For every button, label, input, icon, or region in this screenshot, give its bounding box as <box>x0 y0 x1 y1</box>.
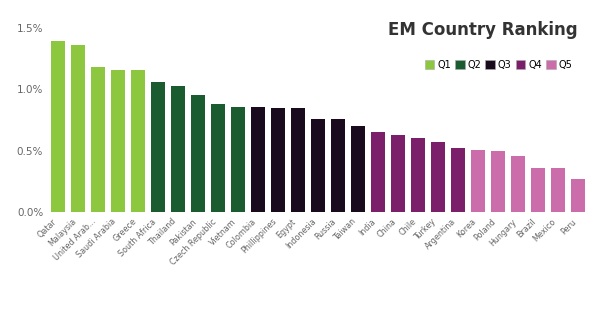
Bar <box>531 168 545 212</box>
Bar <box>411 139 425 212</box>
Text: EM Country Ranking: EM Country Ranking <box>388 22 577 40</box>
Bar <box>351 126 365 212</box>
Bar <box>51 41 65 212</box>
Bar <box>371 132 385 212</box>
Bar <box>91 67 105 212</box>
Bar <box>451 148 465 212</box>
Bar <box>571 179 585 212</box>
Legend: Q1, Q2, Q3, Q4, Q5: Q1, Q2, Q3, Q4, Q5 <box>421 56 576 74</box>
Bar <box>111 70 125 212</box>
Bar <box>231 106 245 212</box>
Bar <box>291 108 305 212</box>
Bar <box>191 95 205 212</box>
Bar <box>171 85 185 212</box>
Bar <box>151 82 165 212</box>
Bar <box>331 119 345 212</box>
Bar <box>471 149 485 212</box>
Bar <box>271 108 285 212</box>
Bar <box>551 168 565 212</box>
Bar <box>211 104 225 212</box>
Bar <box>431 142 445 212</box>
Bar <box>311 119 325 212</box>
Bar <box>391 135 405 212</box>
Bar <box>491 151 505 212</box>
Bar <box>131 70 145 212</box>
Bar <box>251 106 265 212</box>
Bar <box>511 156 525 212</box>
Bar <box>71 45 85 212</box>
